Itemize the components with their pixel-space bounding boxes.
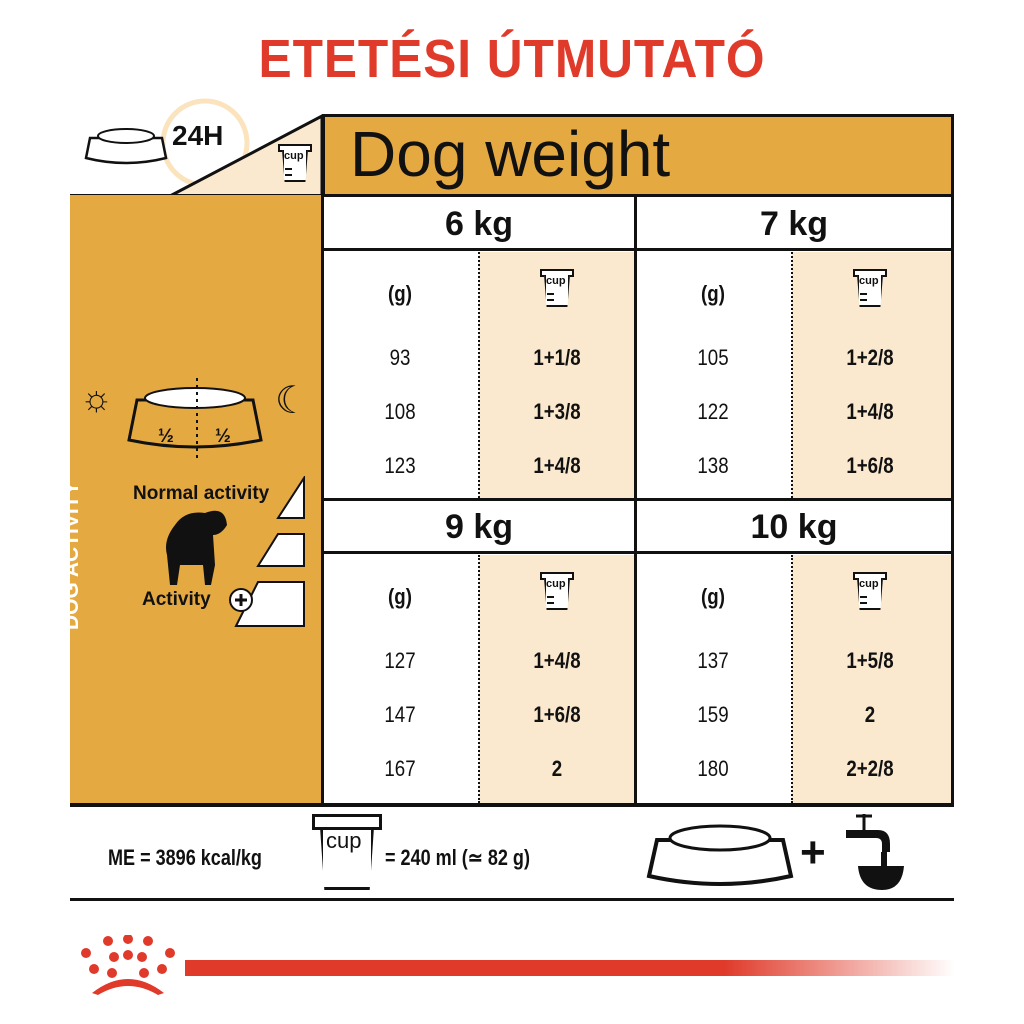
cup-icon: cup	[312, 814, 382, 890]
cups-value: 1+4/8	[533, 453, 581, 478]
grams-value: 137	[697, 648, 729, 673]
cup-icon: cup	[540, 572, 574, 610]
moon-icon: ☾	[275, 380, 310, 422]
half-left: ½	[158, 426, 174, 447]
grams-label: (g)	[388, 584, 412, 609]
dog-weight-title: Dog weight	[350, 118, 671, 190]
normal-activity-label: Normal activity	[133, 483, 270, 504]
grams-label: (g)	[701, 584, 725, 609]
divider	[70, 803, 954, 807]
cup-icon: cup	[278, 144, 312, 182]
water-tap-icon	[846, 814, 904, 890]
column-divider	[478, 555, 480, 803]
energy-value: ME = 3896 kcal/kg	[108, 845, 262, 870]
grams-value: 123	[384, 453, 416, 478]
grams-column	[324, 252, 479, 498]
half-right: ½	[215, 426, 231, 447]
cups-value: 1+5/8	[846, 648, 894, 673]
grams-value: 108	[384, 399, 416, 424]
grams-value: 105	[697, 345, 729, 370]
activity-scale-icon	[229, 476, 305, 627]
grams-label: (g)	[701, 281, 725, 306]
plus-sign: +	[800, 828, 826, 877]
cups-value: 1+4/8	[533, 648, 581, 673]
activity-plus-label: Activity	[142, 589, 211, 610]
table-divider	[322, 498, 954, 501]
divider	[70, 194, 954, 197]
grams-value: 127	[384, 648, 416, 673]
dog-weight-header	[322, 114, 954, 197]
grams-value: 180	[697, 756, 729, 781]
grams-value: 147	[384, 702, 416, 727]
cups-value: 1+6/8	[533, 702, 581, 727]
food-bowl-icon	[646, 824, 794, 886]
split-bowl-icon	[127, 378, 263, 458]
grams-value: 159	[697, 702, 729, 727]
table-divider	[634, 195, 637, 807]
grams-column	[637, 555, 792, 803]
grams-column	[637, 252, 792, 498]
grams-label: (g)	[388, 281, 412, 306]
brand-stripe	[185, 960, 955, 976]
cups-value: 2	[551, 756, 563, 781]
table-border	[321, 195, 324, 807]
cups-value: 1+4/8	[846, 399, 894, 424]
food-bowl-icon	[84, 128, 168, 165]
cups-value: 1+1/8	[533, 345, 581, 370]
cups-value: 2+2/8	[846, 756, 894, 781]
cups-value: 1+2/8	[846, 345, 894, 370]
sun-icon: ☼	[80, 377, 113, 418]
cup-icon: cup	[853, 269, 887, 307]
cups-value: 1+3/8	[533, 399, 581, 424]
page-title: ETETÉSI ÚTMUTATÓ	[258, 29, 766, 89]
cups-value: 1+6/8	[846, 453, 894, 478]
period-label: 24H	[172, 120, 224, 151]
column-divider	[478, 252, 480, 498]
activity-panel	[70, 195, 324, 805]
cups-value: 2	[864, 702, 876, 727]
cup-icon: cup	[853, 572, 887, 610]
pug-silhouette-icon	[166, 510, 227, 585]
cup-equivalent: = 240 ml (≃ 82 g)	[385, 845, 530, 870]
cup-icon: cup	[540, 269, 574, 307]
grams-value: 122	[697, 399, 729, 424]
grams-value: 167	[384, 756, 416, 781]
weight-header: 6 kg	[324, 197, 634, 251]
table-border	[951, 195, 954, 807]
weight-header: 9 kg	[324, 500, 634, 554]
grams-column	[324, 555, 479, 803]
weight-header: 10 kg	[637, 500, 951, 554]
weight-header: 7 kg	[637, 197, 951, 251]
divider	[70, 898, 954, 901]
grams-value: 138	[697, 453, 729, 478]
dog-activity-label: DOG ACTIVITY	[60, 481, 83, 630]
column-divider	[791, 252, 793, 498]
royal-canin-crown-logo	[81, 935, 175, 995]
column-divider	[791, 555, 793, 803]
grams-value: 93	[389, 345, 411, 370]
